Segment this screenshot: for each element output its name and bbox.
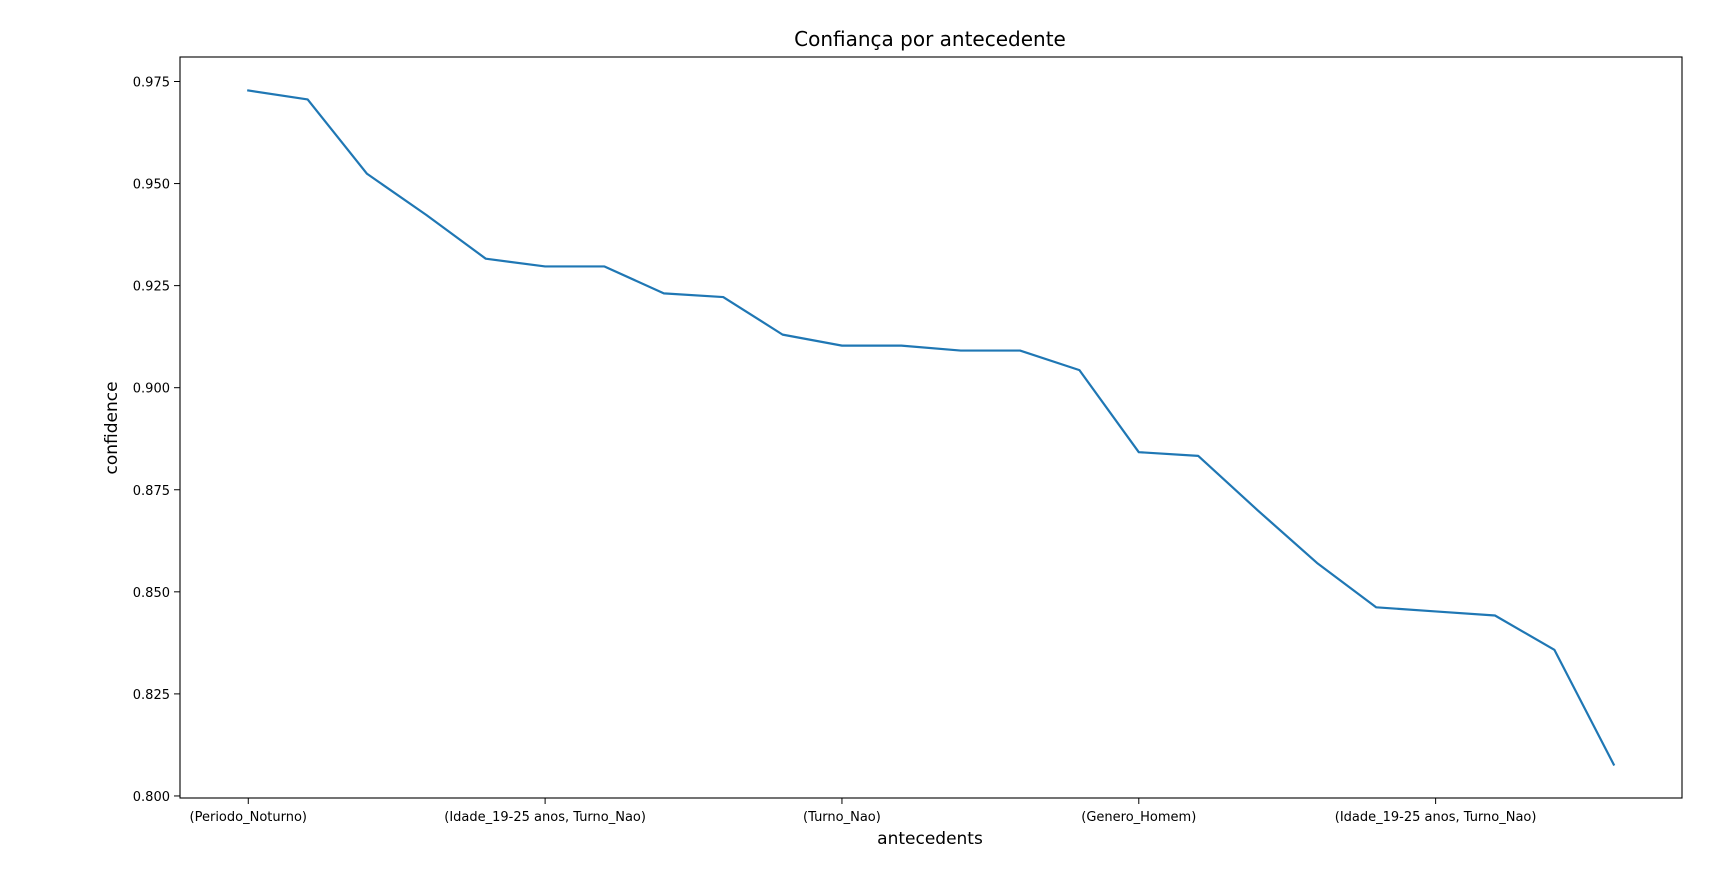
x-tick-label: (Genero_Homem) xyxy=(1081,810,1196,825)
x-tick-label: (Idade_19-25 anos, Turno_Nao) xyxy=(444,810,646,825)
x-tick-label: (Periodo_Noturno) xyxy=(190,810,307,825)
y-tick-label: 0.950 xyxy=(133,178,170,193)
y-tick-label: 0.850 xyxy=(133,586,170,601)
chart-title: Confiança por antecedente xyxy=(794,27,1066,51)
x-axis-title: antecedents xyxy=(877,829,983,849)
series-line xyxy=(247,89,1616,767)
y-tick-label: 0.900 xyxy=(133,382,170,397)
plot-area: 0.800 0.825 0.850 0.875 0.900 0.925 0.950 0.975… xyxy=(133,56,1683,825)
y-tick-label: 0.925 xyxy=(133,280,170,295)
plot-frame xyxy=(179,56,1683,799)
x-tick-label: (Idade_19-25 anos, Turno_Nao) xyxy=(1335,810,1537,825)
y-tick-label: 0.825 xyxy=(133,688,170,703)
y-tick-label: 0.875 xyxy=(133,484,170,499)
y-axis-title: confidence xyxy=(102,381,122,474)
x-tick-label: (Turno_Nao) xyxy=(803,810,881,825)
y-tick-label: 0.800 xyxy=(133,790,170,805)
y-tick-label: 0.975 xyxy=(133,75,170,90)
